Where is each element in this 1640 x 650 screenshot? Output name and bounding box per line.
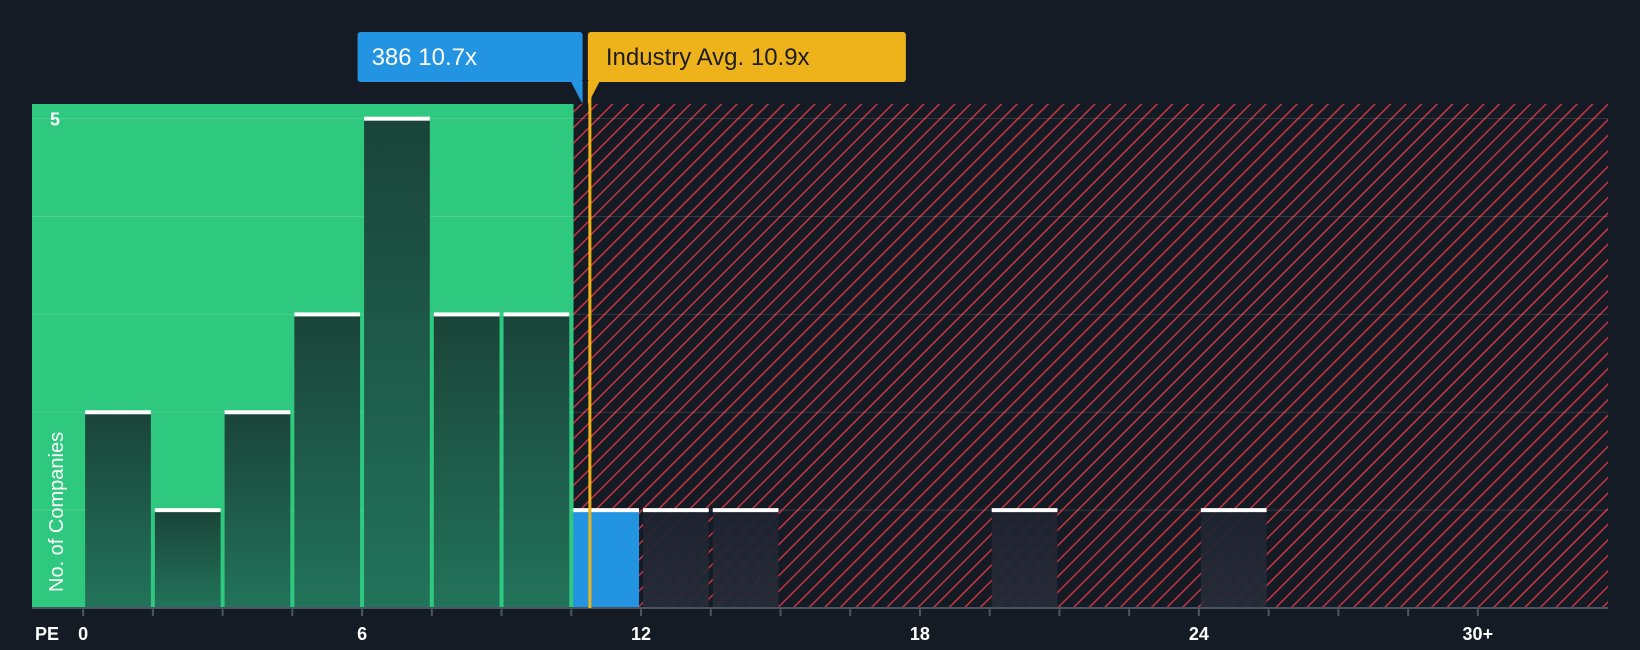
bar-top-cap xyxy=(154,508,221,513)
industry-avg-callout-box xyxy=(587,32,906,82)
histogram-bars xyxy=(85,116,1267,608)
bar-top-cap xyxy=(712,508,779,513)
histogram-bar xyxy=(991,510,1058,608)
histogram-bar xyxy=(364,118,430,608)
histogram-bar xyxy=(1200,510,1267,608)
bar-top-cap xyxy=(643,508,709,513)
x-tick-label: 18 xyxy=(910,624,930,644)
histogram-bar xyxy=(643,510,709,608)
histogram-bar xyxy=(85,412,151,608)
company-callout-pointer xyxy=(570,81,583,104)
x-axis-label: PE xyxy=(35,624,59,644)
y-axis-label: No. of Companies xyxy=(46,432,68,592)
x-tick-label: 6 xyxy=(357,624,367,644)
industry-avg-callout-pointer xyxy=(587,81,600,104)
bar-top-cap xyxy=(991,508,1058,513)
histogram-bar xyxy=(154,510,221,608)
x-ticks: 0 6 12 18 24 30+ xyxy=(78,608,1493,644)
x-tick-label: 24 xyxy=(1189,624,1209,644)
histogram-bar xyxy=(294,314,361,608)
histogram-bar xyxy=(503,314,570,608)
bar-top-cap xyxy=(573,508,640,513)
histogram-bar xyxy=(433,314,500,608)
bar-top-cap xyxy=(294,312,361,317)
value-markers: 386 10.7x Industry Avg. 10.9x xyxy=(357,32,906,608)
histogram-bar xyxy=(712,510,779,608)
company-callout-label: 386 10.7x xyxy=(372,44,477,71)
bar-top-cap xyxy=(503,312,570,317)
histogram-bar xyxy=(224,412,291,608)
x-tick-label: 0 xyxy=(78,624,88,644)
company-callout-box xyxy=(357,32,583,82)
bar-top-cap xyxy=(364,116,430,121)
x-tick-label: 12 xyxy=(631,624,651,644)
bar-top-cap xyxy=(433,312,500,317)
x-tick-label: 30+ xyxy=(1463,624,1494,644)
industry-avg-callout-label: Industry Avg. 10.9x xyxy=(606,44,810,71)
bar-top-cap xyxy=(1200,508,1267,513)
bar-top-cap xyxy=(224,410,291,415)
y-tick-label: 5 xyxy=(50,110,60,130)
bar-top-cap xyxy=(85,410,151,415)
y-ticks: 5 xyxy=(50,110,60,130)
histogram-bar xyxy=(573,510,640,608)
